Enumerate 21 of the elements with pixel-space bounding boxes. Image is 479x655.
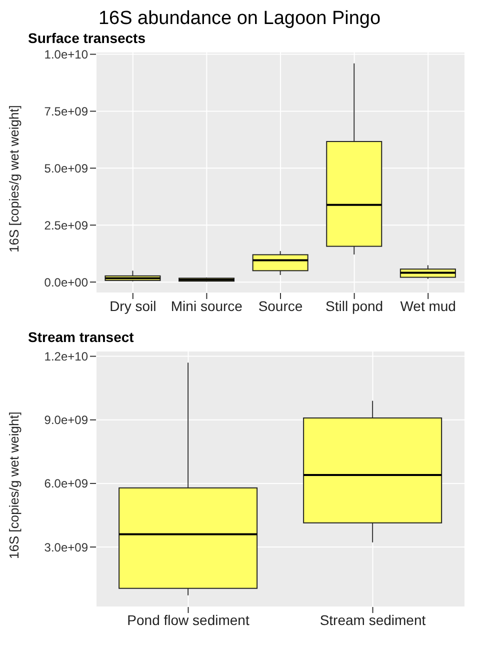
- y-tick-label: 1.2e+10: [44, 350, 88, 364]
- x-tick-label: Pond flow sediment: [127, 612, 250, 628]
- y-axis-title: 16S [copies/g wet weight]: [6, 412, 22, 559]
- y-tick-label: 7.5e+09: [44, 104, 88, 118]
- y-tick-label: 1.0e+10: [44, 48, 88, 62]
- x-tick-label: Wet mud: [400, 298, 456, 314]
- chart-title: 16S abundance on Lagoon Pingo: [97, 8, 382, 30]
- y-tick-label: 9.0e+09: [44, 413, 88, 428]
- y-tick-label: 6.0e+09: [44, 476, 88, 491]
- y-axis-title: 16S [copies/g wet weight]: [6, 105, 22, 252]
- x-tick-label: Mini source: [170, 298, 243, 314]
- y-tick-label: 2.5e+09: [44, 218, 88, 232]
- y-tick-label: 0.0e+00: [44, 275, 88, 290]
- chart-title: Stream transect: [28, 329, 135, 345]
- y-tick-label: 5.0e+09: [44, 161, 88, 176]
- y-tick-label: 3.0e+09: [44, 540, 88, 554]
- x-tick-label: Source: [258, 298, 303, 314]
- chart-subtitle: Surface transects: [28, 30, 147, 46]
- x-tick-label: Dry soil: [110, 298, 156, 314]
- x-tick-label: Still pond: [326, 298, 384, 314]
- x-tick-label: Stream sediment: [320, 612, 426, 628]
